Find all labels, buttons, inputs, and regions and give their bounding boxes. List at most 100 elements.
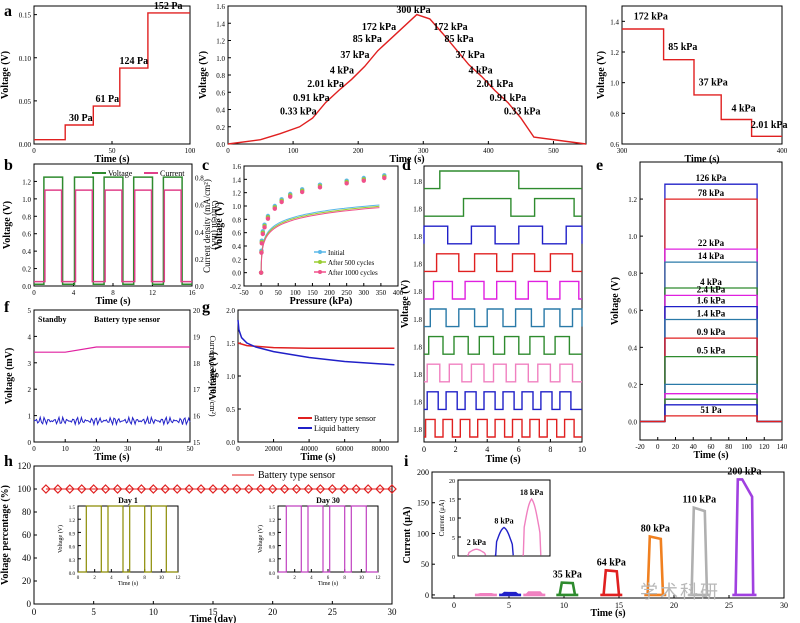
y-tick-label: 0	[425, 591, 429, 600]
data-point	[64, 484, 75, 494]
data-point	[288, 194, 293, 199]
inset-x-label: Time (s)	[118, 580, 138, 587]
y-tick-label: 0.8	[628, 270, 637, 278]
y-tick-label: 1.0	[216, 55, 225, 63]
y-tick-label: 0.05	[19, 98, 32, 106]
x-tick-label: 100	[290, 289, 301, 297]
x-tick-label: 100	[288, 147, 299, 155]
pulse-label: 64 kPa	[597, 557, 626, 568]
data-point	[160, 484, 171, 494]
x-axis-label: Time (s)	[684, 154, 719, 165]
x-tick-label: 500	[548, 147, 559, 155]
legend-entry: Current	[160, 169, 185, 178]
inset-pulse	[467, 548, 487, 556]
data-point	[100, 484, 111, 494]
x-tick-label: 10	[560, 601, 568, 610]
x-tick-label: 0	[32, 147, 36, 155]
x-axis-label: Time (s)	[94, 452, 129, 463]
step-label: 172 kPa	[434, 22, 468, 33]
waveform-row	[424, 363, 582, 383]
x-axis-label: Time (s)	[300, 452, 335, 463]
x-tick-label: 200	[353, 147, 364, 155]
x-tick-label: 25	[328, 607, 338, 617]
x-tick-label: 0	[32, 289, 36, 297]
data-point	[260, 231, 266, 237]
plot-frame	[227, 5, 587, 145]
data-point	[41, 484, 51, 494]
x-axis-label: Time (day)	[190, 614, 237, 623]
step-label: 4 kPa	[468, 65, 492, 76]
x-tick-label: 4	[485, 445, 489, 454]
x-tick-label: 60000	[336, 445, 354, 453]
step-label: 4 kPa	[700, 277, 722, 287]
x-tick-label: 4	[310, 576, 313, 581]
y-tick-label: 1.0	[232, 203, 241, 211]
plot-frame	[77, 505, 179, 573]
waveform-row	[424, 280, 582, 300]
pulse-label: 35 kPa	[553, 570, 582, 581]
y-tick-label: 5	[28, 307, 32, 315]
x-tick-label: 2	[293, 576, 296, 581]
x-tick-label: 30	[388, 607, 398, 617]
inset-y-label: Voltage (V)	[57, 525, 64, 553]
y-axis-label: Voltage (V)	[0, 51, 11, 99]
data-point	[279, 484, 290, 494]
step-label: 2.01 kPa	[477, 79, 514, 90]
inset-waveform	[78, 505, 178, 573]
x-tick-label: 20	[672, 443, 680, 451]
legend-entry: Battery type sensor	[314, 414, 376, 423]
y-tick-label: 100	[417, 529, 429, 538]
inset-pulse-label: 2 kPa	[467, 538, 486, 547]
y-tick-label: 2.0	[226, 307, 235, 315]
data-point	[184, 484, 194, 494]
y-tick-label: 0.10	[19, 55, 32, 63]
x-tick-label: 140	[777, 443, 788, 451]
y-tick-label: 10	[449, 517, 455, 523]
y-tick-label: 3	[28, 360, 32, 368]
y-tick-label: 0.8	[610, 110, 619, 118]
plot-frame	[33, 309, 191, 443]
x-tick-label: 5	[507, 601, 511, 610]
x-tick-label: 20000	[265, 445, 283, 453]
y-tick-label: 1.5	[269, 506, 276, 511]
data-point	[196, 484, 206, 494]
x-tick-label: 50	[187, 445, 195, 453]
y-tick-label: 0.3	[269, 559, 276, 564]
x-tick-label: 300	[617, 147, 628, 155]
x-axis-label: Time (s)	[94, 154, 129, 165]
data-point	[375, 484, 385, 494]
x-tick-label: 0	[259, 289, 263, 297]
data-point	[303, 484, 314, 494]
x-tick-label: -50	[239, 289, 249, 297]
step-label: 172 kPa	[634, 11, 668, 22]
y-tick-label: 200	[417, 468, 429, 477]
x-axis-label: Time (s)	[693, 450, 728, 461]
panel-label: i	[404, 453, 409, 470]
x-tick-label: 8	[111, 289, 115, 297]
step-label: 124 Pa	[120, 56, 149, 67]
x-tick-label: 80	[725, 443, 733, 451]
data-point	[259, 241, 264, 246]
y-tick-label: 1.8	[413, 316, 422, 324]
x-tick-label: 5	[91, 607, 96, 617]
x-tick-label: 0	[656, 443, 660, 451]
data-point	[76, 484, 87, 494]
x-tick-label: 6	[127, 576, 130, 581]
y-tick-label: 0.6	[628, 307, 637, 315]
x-tick-label: 300	[418, 147, 429, 155]
x-tick-label: 20	[268, 607, 278, 617]
x-tick-label: 15	[209, 607, 219, 617]
x-tick-label: 2	[454, 445, 458, 454]
waveform-row	[424, 391, 582, 411]
current-pulse	[646, 534, 665, 595]
y-tick-label: 0.8	[232, 216, 241, 224]
y-tick-label: 1.8	[413, 288, 422, 296]
x-tick-label: 16	[189, 289, 197, 297]
step-label: 2.4 kPa	[697, 284, 726, 294]
legend-marker	[318, 260, 322, 264]
legend-entry: Battery type sensor	[258, 470, 336, 481]
inset-x-label: Time (s)	[318, 580, 338, 587]
y-tick-label: 0.00	[19, 141, 32, 149]
legend-entry: Initial	[328, 249, 345, 257]
y-axis-label: Voltage (V)	[610, 277, 621, 325]
